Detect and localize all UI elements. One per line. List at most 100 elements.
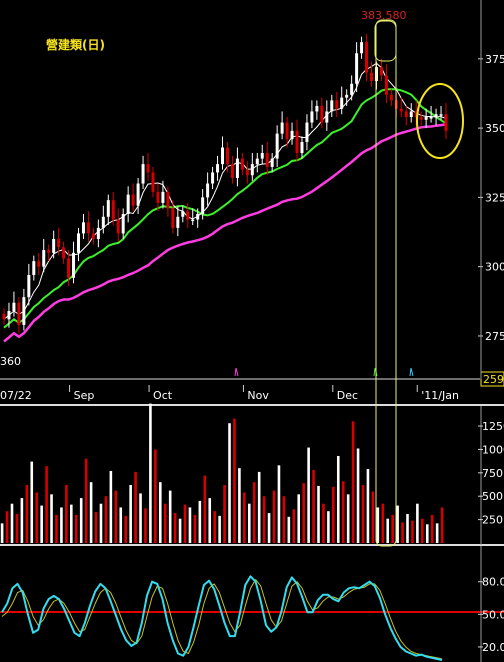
price-tick-label: 350 [485,122,504,135]
d-line [1,579,443,660]
ma-mid-line [3,88,447,329]
candle-body [221,147,225,165]
volume-bar [208,498,212,543]
volume-bar [406,513,409,543]
volume-bar [287,516,291,543]
k-path [1,575,443,661]
candle-body [404,111,408,118]
candle-body [116,219,120,234]
volume-bar [129,484,132,543]
osc-tick-label: 20.00 [482,641,504,654]
volume-tick-label: 250 [482,514,503,527]
volume-bar [109,470,113,543]
volume-bar [282,496,286,543]
volume-bar [173,513,177,543]
candle-body [91,233,95,239]
candle-body [365,42,369,73]
x-axis: 07/22 Sep Oct Nov Dec '11/Jan [0,385,459,402]
volume-bar [302,483,305,543]
volume-bar [277,465,281,543]
candle-body [275,133,279,159]
volume-bar [247,503,251,543]
volume-bar [267,513,271,543]
volume-bar [430,514,434,543]
volume-bar [178,518,182,543]
candle-body [166,191,170,209]
candle-body [106,200,110,217]
volume-bar [307,447,310,543]
candle-body [186,211,190,220]
highlight-ellipse [416,83,464,159]
candle-body [86,222,90,234]
volume-bar [45,466,48,543]
ma-long-line [3,123,447,343]
ma-long-path [3,123,447,343]
candle-body [340,97,344,109]
candle-body [7,311,11,320]
candle-body [310,111,314,123]
volume-bar [30,461,34,543]
price-tick-label: 375 [485,53,504,66]
candle-body [370,72,374,81]
volume-bar [317,485,320,543]
volume-bar [99,503,103,543]
x-tick-label: '11/Jan [421,389,459,402]
volume-bar [440,507,444,543]
volume-bar [341,481,345,543]
candle-body [315,105,319,112]
volume-tick-label: 1000 [482,443,504,456]
volume-bar [297,494,301,543]
volume-bar [425,524,429,543]
candle-body [350,83,354,95]
volume-bar [50,494,53,543]
candle-body [2,313,6,320]
volume-bar [327,511,330,543]
candle-body [270,158,274,167]
candle-body [230,164,234,178]
candle-body [22,297,26,325]
volume-bar [213,511,216,543]
volume-bar [163,503,167,543]
price-axis: 275 300 325 350 375 [485,53,504,343]
volume-bar [218,515,221,543]
candle-body [414,111,418,118]
candle-body [72,252,76,278]
candle-body [81,222,85,234]
candle-body [126,194,130,215]
last-price-label: 259 [483,373,504,386]
candle-body [250,164,254,176]
volume-bar [139,493,142,543]
volume-bar [149,403,152,543]
volume-bar [154,449,157,543]
candle-body [434,114,438,118]
volume-bar [188,507,192,543]
candle-body [96,227,100,239]
volume-bar [159,482,162,543]
volume-panel: 250 500 750 1000 1250 [0,403,504,546]
volume-bar [238,468,241,543]
volume-bar [10,503,14,543]
candle-body [330,100,334,112]
candle-body [240,158,244,170]
volume-bar [84,458,88,543]
low-label: 360 [0,355,21,368]
volume-bar [15,513,19,543]
x-tick-label: Oct [153,389,173,402]
volume-bar [243,492,246,543]
volume-bar [144,508,147,543]
x-tick-label: Nov [247,389,269,402]
candle-body [57,238,61,248]
volume-bar [346,494,350,543]
candle-body [141,164,145,184]
candle-body [384,75,388,95]
candle-body [171,208,175,228]
price-tick-label: 275 [485,330,504,343]
candle-body [325,111,329,123]
candles [2,33,448,334]
candle-body [295,130,299,154]
volume-bar [223,484,226,543]
candle-body [320,105,324,123]
volume-bar [233,418,236,543]
candle-body [146,164,150,173]
candle-body [225,147,229,165]
